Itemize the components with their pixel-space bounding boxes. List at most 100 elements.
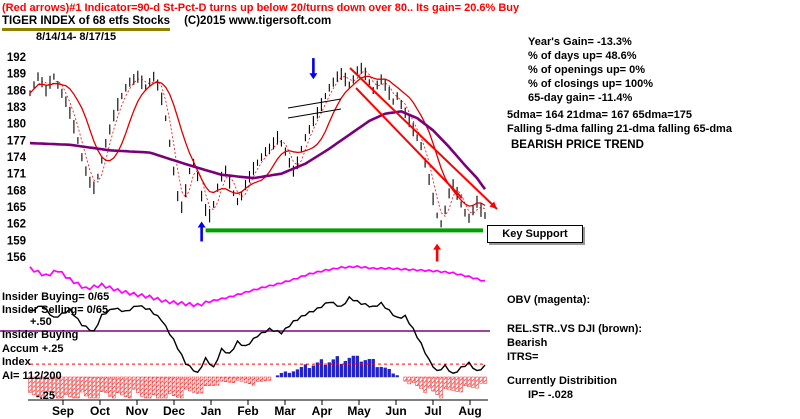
accumulation-histogram-bar: [227, 376, 232, 383]
accumulation-histogram-bar: [108, 376, 112, 397]
accumulation-histogram-bar: [203, 376, 208, 386]
accumulation-histogram-bar: [180, 376, 184, 399]
accumulation-histogram-bar: [172, 376, 176, 396]
accumulation-histogram-bar: [144, 376, 148, 399]
accumulation-histogram-bar: [187, 376, 192, 392]
accumulation-histogram-bar: [120, 376, 124, 396]
distribution-status: Currently Distribition: [507, 375, 618, 387]
relstr-legend: REL.STR..VS DJI (brown):: [507, 323, 643, 335]
accumulation-histogram-bar: [207, 376, 212, 386]
accumulation-histogram-bar: [56, 376, 60, 399]
accumulation-histogram-bar: [235, 376, 240, 381]
scale-minus25-label: -.25: [36, 390, 55, 402]
accumulation-histogram-bar: [140, 376, 144, 397]
accumulation-histogram-bar: [311, 365, 316, 378]
accumulation-histogram-bar: [215, 376, 220, 386]
accumulation-histogram-bar: [176, 376, 180, 398]
ai-value-label: AI= 112/200: [2, 370, 62, 382]
accumulation-histogram-bar: [299, 367, 304, 378]
accumulation-histogram-bar: [387, 368, 391, 378]
stat-openings-up: % of openings up= 0%: [528, 64, 646, 76]
accumulation-histogram-bar: [367, 359, 371, 378]
accumulation-histogram-bar: [116, 376, 120, 394]
y-axis-label: 168: [7, 185, 27, 197]
accumulation-histogram-bar: [467, 376, 471, 387]
stat-65day-gain: 65-day gain= -11.4%: [528, 92, 633, 104]
accumulation-histogram-bar: [199, 376, 204, 394]
accumulation-histogram-bar: [259, 376, 264, 382]
accum-label-3: Index: [2, 356, 31, 368]
y-axis-label: 165: [7, 202, 27, 214]
y-axis-label: 183: [7, 102, 26, 114]
accumulation-histogram-bar: [100, 376, 104, 392]
x-axis-label: Dec: [163, 404, 185, 418]
y-axis-label: 192: [7, 52, 26, 64]
accumulation-histogram-bar: [60, 376, 64, 399]
accumulation-histogram-bar: [88, 376, 92, 399]
ma-21day-line: [29, 75, 486, 207]
ma-65day-line: [29, 110, 487, 190]
signal-arrowhead: [433, 243, 442, 250]
accumulation-histogram-bar: [403, 376, 407, 382]
date-range: 8/14/14- 8/17/15: [36, 31, 117, 43]
x-axis-label: Feb: [237, 404, 258, 418]
ma-5day-line: [29, 70, 486, 218]
indicator-description: (Red arrows)#1 Indicator=90-d St-Pct-D t…: [2, 2, 520, 14]
x-axis-label: Aug: [458, 404, 481, 418]
accumulation-histogram-bar: [375, 367, 379, 378]
x-axis-label: Jul: [424, 404, 441, 418]
accumulation-histogram-bar: [431, 376, 435, 392]
accumulation-histogram-bar: [84, 376, 88, 397]
obv-line: [29, 264, 486, 308]
accumulation-histogram-bar: [243, 376, 248, 383]
accumulation-histogram-bar: [295, 369, 300, 378]
accumulation-histogram-bar: [279, 372, 284, 378]
key-support-callout: Key Support: [487, 225, 583, 243]
accumulation-histogram-bar: [152, 376, 156, 396]
accumulation-histogram-bar: [411, 376, 415, 384]
accumulation-histogram-bar: [48, 376, 52, 392]
accumulation-histogram-bar: [28, 376, 32, 393]
accumulation-histogram-bar: [195, 376, 200, 394]
trend-line: [355, 87, 463, 199]
accum-label-1: Insider Buying: [2, 329, 79, 341]
x-axis-label: Jun: [385, 404, 406, 418]
ip-value: IP= -.028: [528, 389, 573, 401]
accumulation-histogram-bar: [483, 376, 487, 384]
accumulation-histogram-bar: [219, 376, 224, 382]
accumulation-histogram-bar: [451, 376, 455, 391]
y-axis-label: 180: [7, 119, 26, 131]
accumulation-histogram-bar: [164, 376, 168, 399]
accumulation-histogram-bar: [148, 376, 152, 399]
accumulation-histogram-bar: [359, 361, 363, 378]
itrs-label: ITRS=: [507, 351, 539, 363]
accumulation-histogram-bar: [255, 376, 260, 382]
accumulation-histogram-bar: [124, 376, 128, 398]
chart-title-copyright: (C)2015 www.tigersoft.com: [184, 15, 332, 27]
accumulation-histogram-bar: [379, 366, 383, 378]
accumulation-histogram-bar: [335, 356, 339, 378]
accumulation-histogram-bar: [427, 376, 431, 389]
chart-title: TIGER INDEX of 68 etfs Stocks (C)2015 www…: [2, 15, 331, 31]
accumulation-histogram-bar: [407, 376, 411, 385]
accumulation-histogram-bar: [323, 365, 328, 378]
accumulation-histogram-bar: [156, 376, 160, 399]
accumulation-histogram-bar: [395, 375, 399, 378]
x-axis-label: Oct: [90, 404, 110, 418]
accumulation-histogram-bar: [435, 376, 439, 395]
accumulation-histogram-bar: [447, 376, 451, 391]
accumulation-histogram-bar: [44, 376, 48, 399]
stat-dma-values: 5dma= 164 21dma= 167 65dma=175: [507, 109, 692, 121]
signal-arrowhead: [309, 73, 318, 80]
accumulation-histogram-bar: [160, 376, 164, 399]
accumulation-histogram-bar: [92, 376, 96, 399]
accumulation-histogram-bar: [32, 376, 36, 396]
accumulation-histogram-bar: [267, 376, 272, 381]
accumulation-histogram-bar: [479, 376, 483, 384]
accumulation-histogram-bar: [391, 373, 395, 378]
signal-arrowhead: [197, 221, 206, 228]
accumulation-histogram-bar: [72, 376, 76, 399]
accumulation-histogram-bar: [459, 376, 463, 393]
accumulation-histogram-bar: [223, 376, 228, 382]
